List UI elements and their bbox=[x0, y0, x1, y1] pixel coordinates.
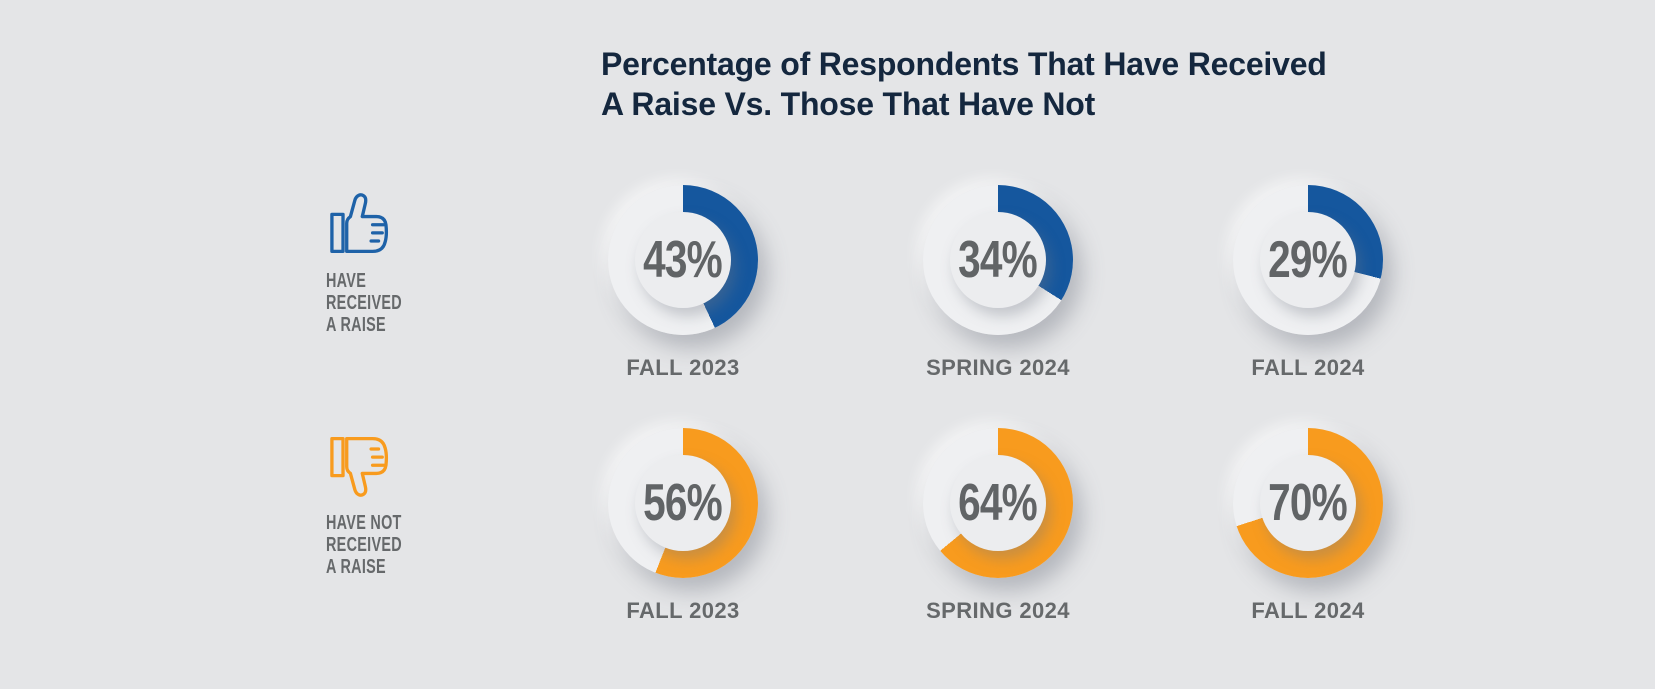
season-label-spring-2024: SPRING 2024 bbox=[926, 598, 1070, 623]
donut-center: 29% bbox=[1260, 212, 1356, 308]
percent-label: 43% bbox=[643, 231, 724, 289]
page-title-line1: Percentage of Respondents That Have Rece… bbox=[601, 46, 1327, 82]
donut-cell-not-received-spring-2024: 64% SPRING 2024 bbox=[923, 428, 1073, 623]
legend-have-not-received: HAVE NOT RECEIVED A RAISE bbox=[326, 428, 556, 578]
thumbs-up-icon bbox=[326, 186, 556, 262]
donut-received-fall-2024: 29% bbox=[1233, 185, 1383, 335]
percent-label: 64% bbox=[958, 474, 1039, 532]
donut-cell-received-fall-2024: 29% FALL 2024 bbox=[1233, 185, 1383, 380]
season-label-fall-2023: FALL 2023 bbox=[626, 598, 740, 623]
donut-not-received-fall-2023: 56% bbox=[608, 428, 758, 578]
page-title: Percentage of Respondents That Have Rece… bbox=[601, 44, 1327, 124]
donut-received-fall-2023: 43% bbox=[608, 185, 758, 335]
donut-cell-received-spring-2024: 34% SPRING 2024 bbox=[923, 185, 1073, 380]
donut-received-spring-2024: 34% bbox=[923, 185, 1073, 335]
page-title-line2: A Raise Vs. Those That Have Not bbox=[601, 86, 1096, 122]
donut-center: 43% bbox=[635, 212, 731, 308]
donut-cell-not-received-fall-2024: 70% FALL 2024 bbox=[1233, 428, 1383, 623]
percent-label: 70% bbox=[1268, 474, 1349, 532]
season-label-fall-2023: FALL 2023 bbox=[626, 355, 740, 380]
percent-label: 34% bbox=[958, 231, 1039, 289]
legend-have-received: HAVE RECEIVED A RAISE bbox=[326, 186, 556, 336]
donut-cell-not-received-fall-2023: 56% FALL 2023 bbox=[608, 428, 758, 623]
donut-center: 56% bbox=[635, 455, 731, 551]
donut-not-received-spring-2024: 64% bbox=[923, 428, 1073, 578]
percent-label: 29% bbox=[1268, 231, 1349, 289]
season-label-fall-2024: FALL 2024 bbox=[1251, 598, 1365, 623]
donut-center: 34% bbox=[950, 212, 1046, 308]
season-label-spring-2024: SPRING 2024 bbox=[926, 355, 1070, 380]
thumbs-down-icon bbox=[326, 428, 556, 504]
legend-label-have-not-received: HAVE NOT RECEIVED A RAISE bbox=[326, 512, 402, 578]
donut-center: 64% bbox=[950, 455, 1046, 551]
donut-center: 70% bbox=[1260, 455, 1356, 551]
donut-cell-received-fall-2023: 43% FALL 2023 bbox=[608, 185, 758, 380]
legend-label-have-received: HAVE RECEIVED A RAISE bbox=[326, 270, 402, 336]
donut-not-received-fall-2024: 70% bbox=[1233, 428, 1383, 578]
season-label-fall-2024: FALL 2024 bbox=[1251, 355, 1365, 380]
percent-label: 56% bbox=[643, 474, 724, 532]
